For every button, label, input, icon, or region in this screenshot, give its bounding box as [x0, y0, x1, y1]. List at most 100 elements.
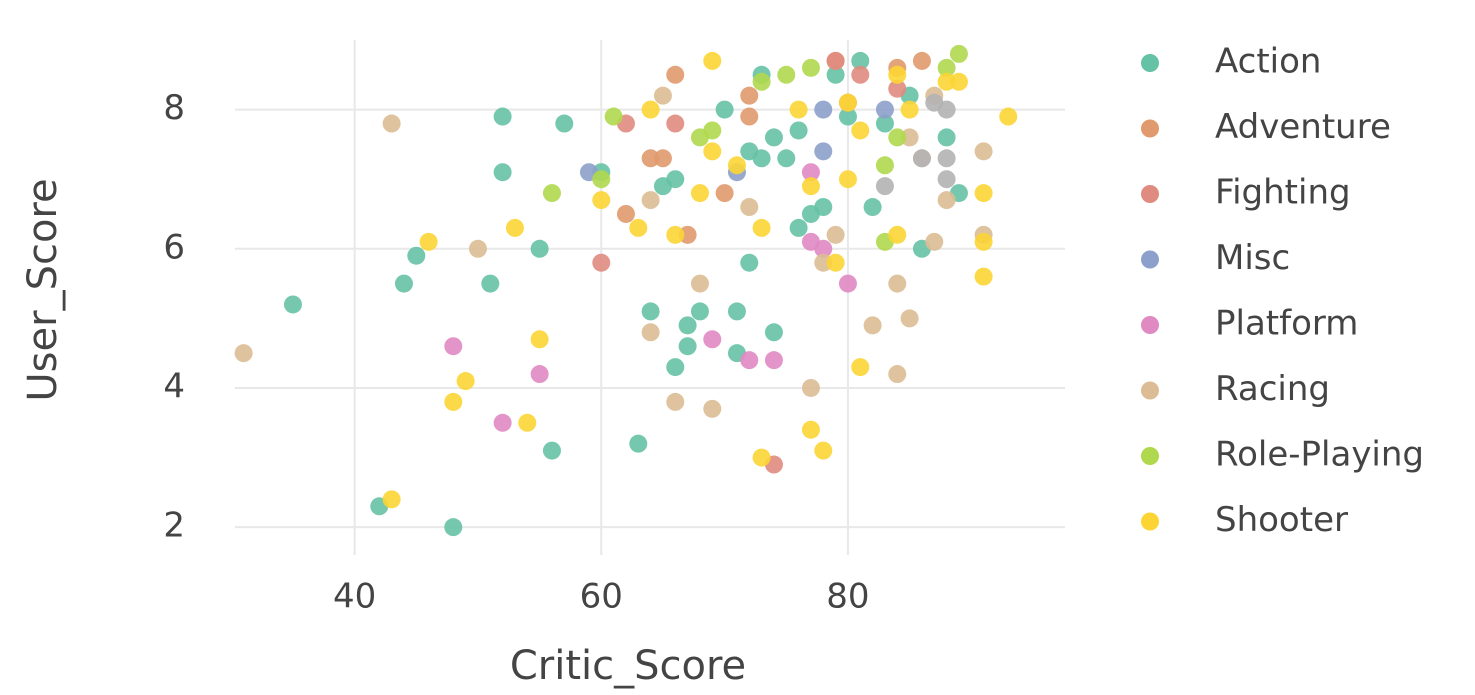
point	[666, 114, 685, 133]
point	[703, 399, 722, 418]
point	[974, 184, 993, 203]
point	[740, 253, 759, 272]
point	[937, 100, 956, 119]
point	[851, 358, 870, 377]
point	[616, 204, 635, 223]
point	[234, 344, 253, 363]
point	[912, 149, 931, 168]
point	[937, 128, 956, 147]
point	[752, 448, 771, 467]
point	[752, 218, 771, 237]
point	[764, 351, 783, 370]
point	[444, 392, 463, 411]
point	[838, 170, 857, 189]
point	[777, 149, 796, 168]
point	[493, 163, 512, 182]
point	[764, 128, 783, 147]
point	[666, 225, 685, 244]
point	[678, 225, 697, 244]
point	[690, 274, 709, 293]
point	[666, 170, 685, 189]
point	[974, 142, 993, 161]
point	[912, 51, 931, 70]
point	[407, 246, 426, 265]
point	[727, 156, 746, 175]
x-tick-label: 40	[333, 577, 376, 617]
point	[863, 198, 882, 217]
legend-marker	[1141, 185, 1159, 203]
point	[678, 316, 697, 335]
point	[703, 142, 722, 161]
point	[641, 323, 660, 342]
point	[666, 392, 685, 411]
point	[875, 177, 894, 196]
point	[641, 149, 660, 168]
legend-label: Fighting	[1215, 173, 1351, 213]
point	[801, 163, 820, 182]
point	[530, 365, 549, 384]
legend-marker	[1141, 54, 1159, 72]
point	[974, 267, 993, 286]
point	[703, 121, 722, 140]
point	[666, 65, 685, 84]
point	[382, 490, 401, 509]
point	[937, 72, 956, 91]
point	[814, 253, 833, 272]
point	[838, 107, 857, 126]
point	[875, 114, 894, 133]
point	[814, 100, 833, 119]
point	[838, 274, 857, 293]
point	[641, 191, 660, 210]
y-tick-label: 6	[163, 227, 185, 267]
point	[382, 114, 401, 133]
point	[888, 365, 907, 384]
point	[888, 79, 907, 98]
point	[826, 65, 845, 84]
point	[690, 302, 709, 321]
point	[592, 253, 611, 272]
point	[740, 351, 759, 370]
point	[801, 420, 820, 439]
y-tick-label: 4	[163, 366, 185, 406]
point	[468, 239, 487, 258]
point	[555, 114, 574, 133]
y-axis-title: User_Score	[20, 178, 66, 401]
point	[666, 358, 685, 377]
point	[481, 274, 500, 293]
point	[653, 149, 672, 168]
point	[740, 107, 759, 126]
point	[530, 239, 549, 258]
point	[518, 413, 537, 432]
point	[900, 309, 919, 328]
point	[937, 170, 956, 189]
legend-marker	[1141, 381, 1159, 400]
point	[283, 295, 302, 314]
point	[814, 198, 833, 217]
point	[777, 65, 796, 84]
legend-label: Role-Playing	[1215, 435, 1424, 475]
point	[493, 107, 512, 126]
legend-marker	[1141, 512, 1159, 531]
legend-label: Shooter	[1215, 500, 1348, 540]
point	[542, 184, 561, 203]
point	[888, 274, 907, 293]
point	[444, 518, 463, 537]
point	[838, 93, 857, 112]
point	[801, 58, 820, 77]
legend-marker	[1141, 250, 1159, 269]
point	[690, 184, 709, 203]
legend-marker	[1141, 447, 1159, 465]
point	[764, 323, 783, 342]
legend-label: Misc	[1215, 238, 1290, 278]
point	[493, 413, 512, 432]
point	[641, 100, 660, 119]
legend-label: Adventure	[1215, 107, 1391, 147]
point	[641, 302, 660, 321]
point	[715, 184, 734, 203]
point	[888, 225, 907, 244]
point	[863, 316, 882, 335]
point	[937, 149, 956, 168]
point	[925, 232, 944, 251]
point	[394, 274, 413, 293]
